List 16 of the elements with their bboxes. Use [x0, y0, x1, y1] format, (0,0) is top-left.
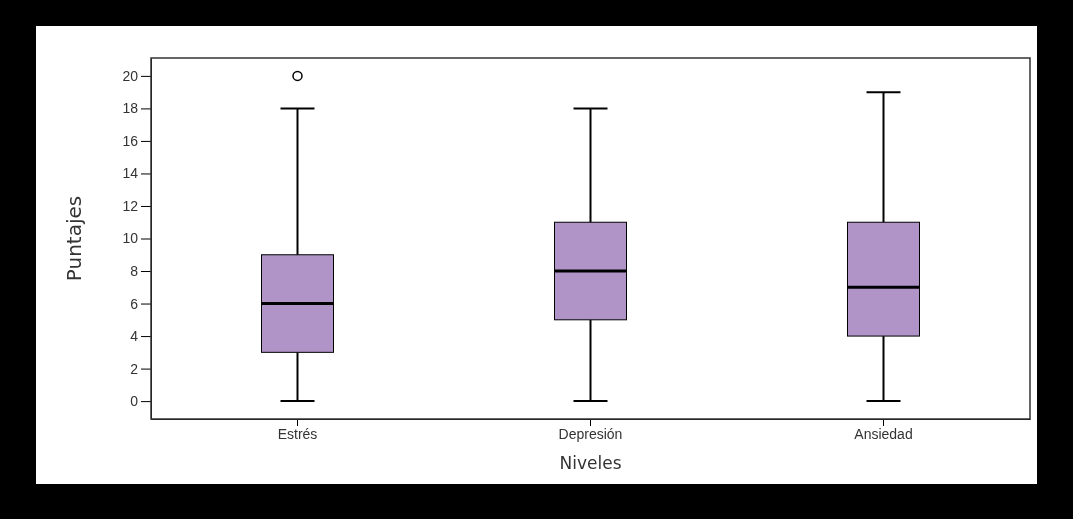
- x-tick-label: Depresión: [558, 425, 623, 442]
- y-tick-label: 12: [122, 197, 139, 214]
- y-tick-label: 2: [130, 360, 139, 377]
- y-axis-title: Puntajes: [62, 195, 86, 282]
- y-tick-label: 16: [122, 132, 139, 149]
- x-axis-title: Niveles: [559, 453, 622, 473]
- x-tick-label: Ansiedad: [854, 425, 913, 442]
- y-tick-label: 20: [122, 67, 139, 84]
- y-tick-label: 14: [122, 165, 139, 182]
- y-tick-label: 4: [130, 328, 139, 345]
- y-tick-label: 8: [130, 263, 139, 279]
- y-tick-label: 0: [130, 393, 139, 410]
- y-tick-label: 10: [122, 230, 139, 247]
- x-tick-label: Estrés: [277, 425, 318, 442]
- y-tick-label: 18: [122, 100, 139, 117]
- y-tick-label: 6: [130, 295, 139, 312]
